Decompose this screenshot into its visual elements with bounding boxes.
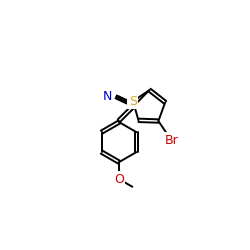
Text: O: O: [114, 172, 124, 186]
Text: Br: Br: [164, 134, 178, 147]
Text: S: S: [129, 95, 137, 108]
Text: N: N: [103, 90, 112, 102]
